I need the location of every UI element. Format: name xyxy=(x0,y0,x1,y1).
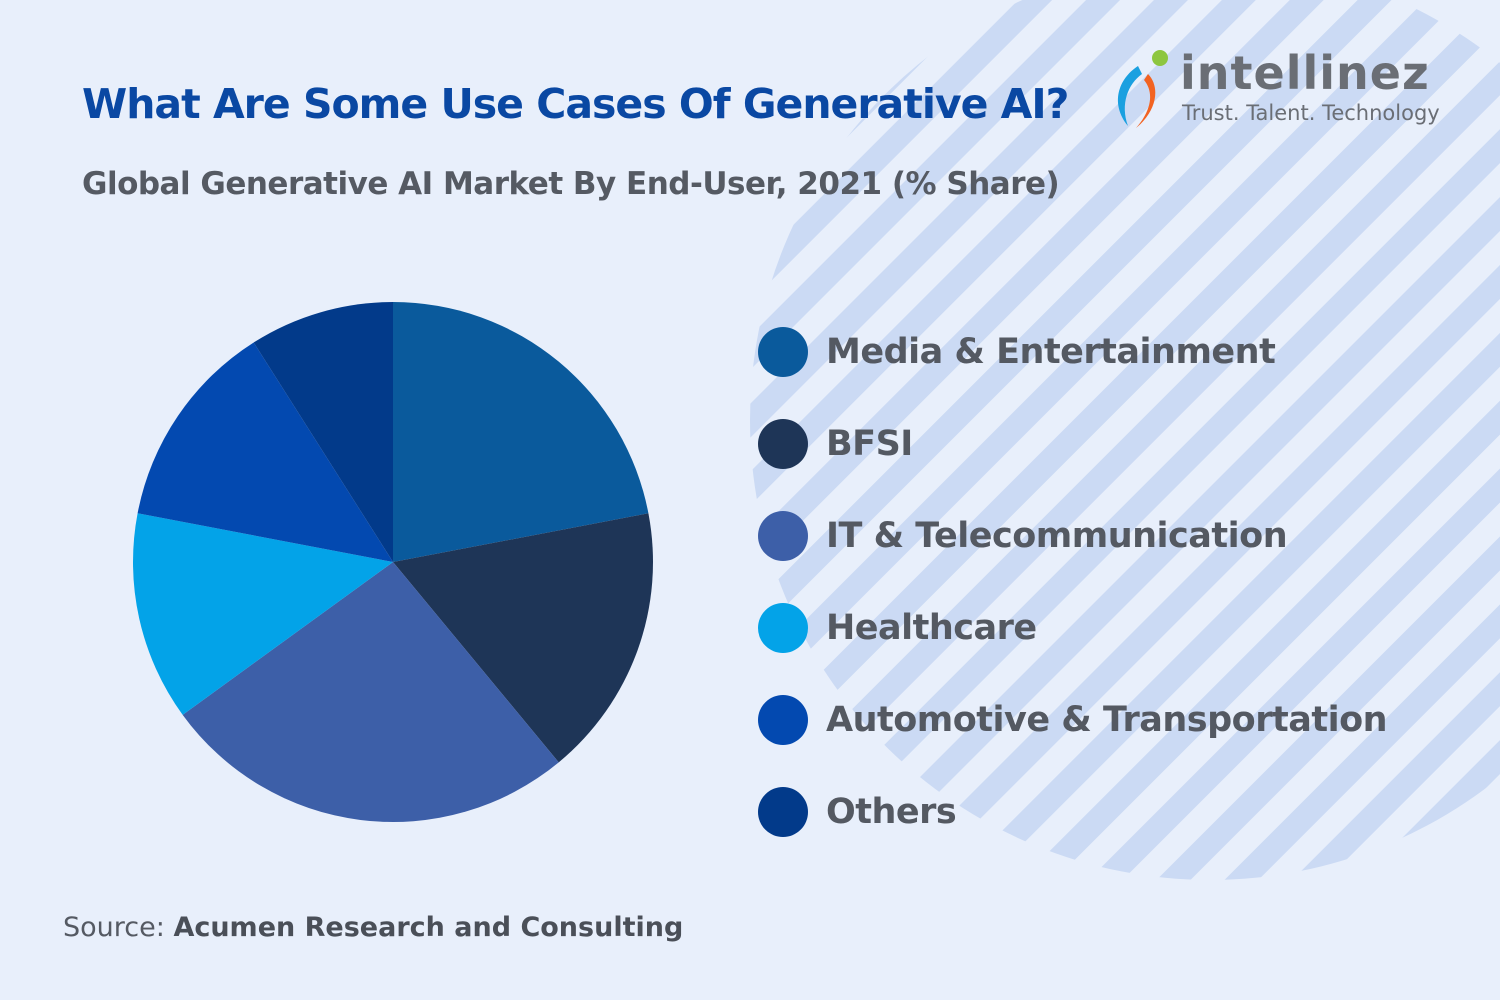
logo-mark-icon xyxy=(1117,50,1168,128)
legend-item: Healthcare xyxy=(758,582,1387,674)
legend-label: Media & Entertainment xyxy=(826,332,1276,372)
legend-item: BFSI xyxy=(758,398,1387,490)
legend-item: Media & Entertainment xyxy=(758,306,1387,398)
legend: Media & Entertainment BFSI IT & Telecommun… xyxy=(758,306,1388,858)
logo-name: intellinez xyxy=(1180,46,1430,100)
pie-chart xyxy=(133,302,653,822)
legend-swatch xyxy=(758,419,808,469)
pie-slice-bfsi xyxy=(393,513,653,763)
pie-slice-automotive-transportation xyxy=(137,342,393,562)
legend-label: Automotive & Transportation xyxy=(826,700,1388,740)
pie-slice-media-entertainment xyxy=(393,302,649,562)
pie-slice-healthcare xyxy=(133,513,393,715)
legend-swatch xyxy=(758,327,808,377)
pie-slice-it-telecommunication xyxy=(182,562,559,822)
legend-swatch xyxy=(758,695,808,745)
legend-item: IT & Telecommunication xyxy=(758,490,1387,582)
legend-label: Healthcare xyxy=(826,608,1037,648)
source-note: Source: Acumen Research and Consulting xyxy=(63,912,683,943)
chart-subtitle: Global Generative AI Market By End-User,… xyxy=(82,166,1060,202)
legend-label: BFSI xyxy=(826,424,913,464)
legend-item: Others xyxy=(758,766,1387,858)
legend-label: IT & Telecommunication xyxy=(826,516,1288,556)
legend-swatch xyxy=(758,511,808,561)
legend-swatch xyxy=(758,787,808,837)
legend-item: Automotive & Transportation xyxy=(758,674,1388,766)
page-title: What Are Some Use Cases Of Generative AI… xyxy=(82,80,1069,128)
legend-label: Others xyxy=(826,792,957,832)
legend-swatch xyxy=(758,603,808,653)
pie-slice-others xyxy=(253,302,393,562)
intellinez-logo: intellinez Trust. Talent. Technology xyxy=(1108,44,1458,134)
source-prefix: Source: xyxy=(63,912,165,943)
logo-tagline: Trust. Talent. Technology xyxy=(1182,101,1440,125)
source-name: Acumen Research and Consulting xyxy=(173,912,684,943)
